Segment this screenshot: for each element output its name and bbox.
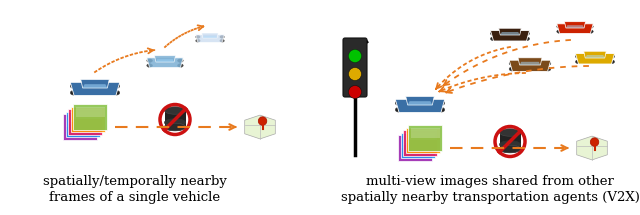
Ellipse shape <box>499 141 520 148</box>
Polygon shape <box>584 51 606 58</box>
Bar <box>408 130 437 140</box>
Ellipse shape <box>396 107 403 112</box>
Ellipse shape <box>545 61 551 65</box>
Ellipse shape <box>220 39 224 42</box>
Ellipse shape <box>164 123 186 131</box>
Ellipse shape <box>609 60 614 64</box>
Ellipse shape <box>164 119 186 126</box>
Ellipse shape <box>112 90 120 95</box>
Ellipse shape <box>499 145 520 153</box>
Ellipse shape <box>490 32 497 35</box>
Circle shape <box>349 86 362 98</box>
Ellipse shape <box>588 30 593 33</box>
Ellipse shape <box>609 55 614 58</box>
Bar <box>401 138 429 148</box>
Polygon shape <box>202 33 218 38</box>
Circle shape <box>259 117 267 125</box>
Polygon shape <box>564 22 586 28</box>
Circle shape <box>349 49 362 63</box>
Bar <box>70 107 105 132</box>
Bar <box>73 104 108 130</box>
Polygon shape <box>500 32 520 35</box>
Ellipse shape <box>557 30 563 33</box>
Ellipse shape <box>164 107 186 114</box>
Ellipse shape <box>70 84 78 89</box>
Ellipse shape <box>164 123 186 131</box>
Bar <box>411 127 440 138</box>
Polygon shape <box>575 54 614 64</box>
Bar <box>408 125 442 150</box>
Bar <box>164 111 186 127</box>
Bar <box>406 127 440 153</box>
Bar <box>401 133 435 158</box>
Ellipse shape <box>575 55 582 58</box>
Bar <box>76 107 105 117</box>
Polygon shape <box>518 58 542 65</box>
Text: spatially/temporally nearby: spatially/temporally nearby <box>43 175 227 188</box>
Polygon shape <box>81 80 109 88</box>
Polygon shape <box>203 36 217 38</box>
Bar <box>65 112 100 137</box>
Polygon shape <box>585 55 605 58</box>
Ellipse shape <box>396 101 403 106</box>
Ellipse shape <box>147 64 152 67</box>
Ellipse shape <box>112 84 120 89</box>
Circle shape <box>590 138 599 146</box>
Polygon shape <box>490 31 529 41</box>
Bar <box>403 130 437 156</box>
Ellipse shape <box>437 107 445 112</box>
Polygon shape <box>408 101 433 105</box>
Ellipse shape <box>509 67 516 71</box>
Polygon shape <box>577 136 607 160</box>
Ellipse shape <box>509 61 516 65</box>
Ellipse shape <box>524 37 529 41</box>
Polygon shape <box>83 84 108 88</box>
Bar <box>406 133 435 143</box>
Bar <box>398 135 432 161</box>
Circle shape <box>349 49 362 63</box>
Bar <box>70 112 100 122</box>
Ellipse shape <box>490 37 497 41</box>
Polygon shape <box>244 115 275 139</box>
Bar <box>65 117 95 127</box>
Bar <box>68 109 102 135</box>
Ellipse shape <box>70 90 78 95</box>
Polygon shape <box>499 28 521 35</box>
Polygon shape <box>406 97 435 105</box>
Polygon shape <box>396 99 445 113</box>
Polygon shape <box>509 60 551 71</box>
Ellipse shape <box>178 64 183 67</box>
Polygon shape <box>557 24 593 34</box>
Polygon shape <box>154 56 175 62</box>
Ellipse shape <box>588 25 593 28</box>
Ellipse shape <box>196 39 200 42</box>
Ellipse shape <box>575 60 582 64</box>
Polygon shape <box>70 82 120 96</box>
Ellipse shape <box>499 129 520 136</box>
Ellipse shape <box>524 32 529 35</box>
Polygon shape <box>196 35 224 42</box>
Ellipse shape <box>147 59 152 62</box>
Ellipse shape <box>178 59 183 62</box>
Ellipse shape <box>196 35 200 38</box>
Bar <box>68 114 97 124</box>
Text: multi-view images shared from other: multi-view images shared from other <box>366 175 614 188</box>
Ellipse shape <box>557 25 563 28</box>
Ellipse shape <box>545 67 551 71</box>
Bar <box>403 135 432 146</box>
Polygon shape <box>156 59 174 62</box>
Bar <box>63 114 97 140</box>
Polygon shape <box>147 58 183 68</box>
Text: spatially nearby transportation agents (V2X): spatially nearby transportation agents (… <box>340 191 639 204</box>
Bar <box>499 132 520 149</box>
FancyBboxPatch shape <box>343 38 367 97</box>
Ellipse shape <box>220 35 224 38</box>
Polygon shape <box>520 62 540 65</box>
Circle shape <box>349 68 362 80</box>
Bar <box>73 109 102 119</box>
Text: frames of a single vehicle: frames of a single vehicle <box>49 191 221 204</box>
Polygon shape <box>566 25 584 28</box>
Ellipse shape <box>499 145 520 153</box>
Ellipse shape <box>437 101 445 106</box>
